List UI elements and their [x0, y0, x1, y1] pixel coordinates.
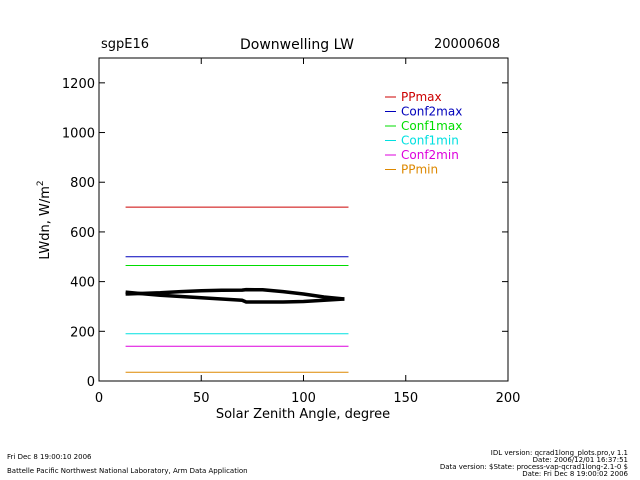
x-tick-label: 150: [393, 391, 418, 406]
svg-text:LWdn, W/m2: LWdn, W/m2: [36, 180, 53, 259]
legend-label-conf1min: Conf1min: [401, 134, 459, 148]
y-axis-label-superscript: 2: [36, 180, 46, 186]
legend-label-conf2min: Conf2min: [401, 148, 459, 162]
x-tick-label: 200: [496, 391, 521, 406]
y-axis: 0 200 400 600 800 1000 1200: [62, 77, 508, 390]
footer-idl-date: Date: 2006/12/01 16:37:51: [532, 456, 628, 464]
date-label: 20000608: [434, 37, 501, 52]
legend-label-ppmin: PPmin: [401, 163, 438, 177]
chart-title: Downwelling LW: [240, 37, 354, 53]
legend-label-conf1max: Conf1max: [401, 119, 462, 133]
y-axis-label-text: LWdn, W/m: [38, 186, 53, 260]
site-label: sgpE16: [101, 37, 150, 52]
y-tick-label: 1200: [62, 77, 95, 92]
y-tick-label: 0: [87, 375, 95, 390]
y-tick-label: 200: [70, 325, 95, 340]
y-tick-label: 800: [70, 176, 95, 191]
legend: PPmaxConf2maxConf1maxConf1minConf2minPPm…: [385, 90, 462, 177]
y-axis-label: LWdn, W/m2: [36, 180, 53, 259]
series-line-afternoon: [125, 290, 345, 304]
y-tick-label: 1000: [62, 127, 95, 142]
legend-label-ppmax: PPmax: [401, 90, 442, 104]
series-line-morning: [125, 287, 345, 301]
footer-institution: Battelle Pacific Northwest National Labo…: [7, 467, 248, 475]
x-axis-label: Solar Zenith Angle, degree: [216, 407, 390, 422]
y-tick-label: 600: [70, 226, 95, 241]
x-axis: 0 50 100 150 200: [95, 58, 521, 406]
footer-data-date: Date: Fri Dec 8 19:00:02 2006: [522, 470, 628, 478]
footer-timestamp: Fri Dec 8 19:00:10 2006: [7, 453, 92, 461]
x-tick-label: 0: [95, 391, 103, 406]
x-tick-label: 50: [193, 391, 210, 406]
legend-label-conf2max: Conf2max: [401, 105, 462, 119]
footer-idl-version: IDL version: qcrad1long_plots.pro,v 1.1: [490, 449, 628, 457]
x-tick-label: 100: [291, 391, 316, 406]
data-series: [125, 287, 345, 304]
footer-data-version: Data version: $State: process-vap-qcrad1…: [439, 463, 628, 471]
y-tick-label: 400: [70, 276, 95, 291]
reference-lines: [125, 206, 349, 373]
